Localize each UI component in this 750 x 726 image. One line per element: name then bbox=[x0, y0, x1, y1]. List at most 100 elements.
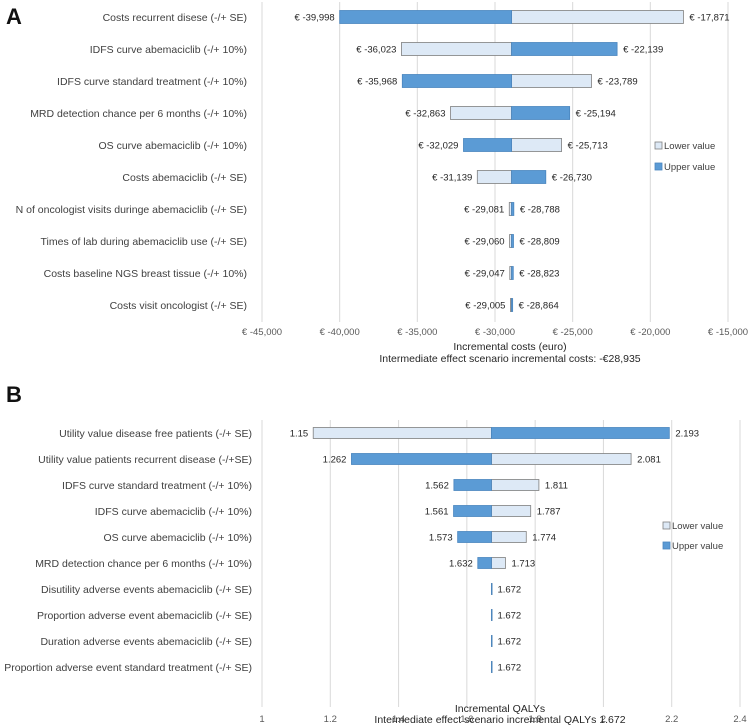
data-label-right: 1.672 bbox=[497, 585, 521, 596]
data-label-left: € -29,047 bbox=[465, 269, 505, 280]
bar-lower-value bbox=[312, 427, 492, 439]
data-label-left: € -29,005 bbox=[465, 301, 505, 312]
category-label: MRD detection chance per 6 months (-/+ 1… bbox=[30, 108, 247, 120]
bar-upper-value bbox=[457, 531, 492, 543]
bar-upper-value bbox=[453, 505, 492, 517]
x-tick-label: € -40,000 bbox=[320, 327, 360, 338]
category-label: Costs abemaciclib (-/+ SE) bbox=[122, 172, 247, 184]
bar-upper-value bbox=[491, 583, 493, 595]
category-label: IDFS curve standard treatment (-/+ 10%) bbox=[57, 76, 247, 88]
data-label-right: 2.081 bbox=[637, 455, 661, 466]
category-label: Proportion adverse event standard treatm… bbox=[4, 662, 252, 674]
category-label: IDFS curve abemaciclib (-/+ 10%) bbox=[95, 506, 252, 518]
data-label-right: € -26,730 bbox=[552, 173, 592, 184]
panel-b: B 1 1.2 1.4 1.6 1.8 2 2.2 2.4 Incremental QALYsIn… bbox=[4, 382, 746, 726]
data-label-right: € -28,823 bbox=[519, 269, 559, 280]
category-label: OS curve abemaciclib (-/+ 10%) bbox=[103, 532, 252, 544]
bar-upper-value bbox=[491, 427, 670, 439]
bar-upper-value bbox=[511, 266, 514, 280]
x-tick-label: 2 bbox=[601, 714, 606, 725]
data-label-left: 1.632 bbox=[449, 559, 473, 570]
category-label: Times of lab during abemaciclib use (-/+… bbox=[41, 236, 248, 248]
bar-upper-value bbox=[351, 453, 492, 465]
category-label: Proportion adverse event abemaciclib (-/… bbox=[37, 610, 252, 622]
bar-upper-value bbox=[511, 106, 571, 120]
bar-upper-value bbox=[491, 635, 493, 647]
bar-upper-value bbox=[401, 74, 512, 88]
category-label: Duration adverse events abemaciclib (-/+… bbox=[40, 636, 252, 648]
data-label-right: € -28,788 bbox=[520, 205, 560, 216]
category-label: Utility value disease free patients (-/+… bbox=[59, 428, 252, 440]
data-label-left: € -36,023 bbox=[356, 45, 396, 56]
bar-lower-value bbox=[491, 557, 506, 569]
data-label-right: € -25,194 bbox=[576, 109, 616, 120]
x-tick-label: 2.2 bbox=[665, 714, 678, 725]
data-label-right: 1.811 bbox=[545, 481, 568, 492]
category-label: Utility value patients recurrent disease… bbox=[38, 454, 252, 466]
bar-lower-value bbox=[511, 138, 562, 152]
panel-letter: B bbox=[6, 382, 22, 407]
x-tick-label: € -35,000 bbox=[397, 327, 437, 338]
data-label-left: 1.573 bbox=[429, 533, 453, 544]
category-label: N of oncologist visits duringe abemacicl… bbox=[16, 204, 247, 216]
bar-upper-value bbox=[511, 202, 515, 216]
bar-upper-value bbox=[491, 661, 493, 673]
panel-letter: A bbox=[6, 4, 22, 29]
legend: Lower value Upper value bbox=[654, 141, 715, 173]
category-label: OS curve abemaciclib (-/+ 10%) bbox=[98, 140, 247, 152]
legend: Lower value Upper value bbox=[662, 521, 723, 552]
x-tick-label: 2.4 bbox=[733, 714, 746, 725]
legend-label-lower: Lower value bbox=[664, 141, 715, 152]
data-label-right: € -22,139 bbox=[623, 45, 663, 56]
bar-lower-value bbox=[491, 531, 527, 543]
bar-lower-value bbox=[511, 74, 592, 88]
bar-lower-value bbox=[491, 453, 632, 465]
bar-upper-value bbox=[339, 10, 512, 24]
x-tick-label: € -25,000 bbox=[553, 327, 593, 338]
legend-label-lower: Lower value bbox=[672, 521, 723, 532]
legend-label-upper: Upper value bbox=[672, 541, 723, 552]
x-tick-label: 1 bbox=[259, 714, 264, 725]
x-axis-label: Incremental costs (euro) bbox=[453, 341, 566, 353]
data-label-right: 2.193 bbox=[675, 429, 699, 440]
data-label-right: 1.672 bbox=[497, 663, 521, 674]
x-tick-label: 1.6 bbox=[460, 714, 473, 725]
bar-lower-value bbox=[476, 170, 512, 184]
bar-upper-value bbox=[511, 42, 618, 56]
x-tick-label: € -45,000 bbox=[242, 327, 282, 338]
bar-lower-value bbox=[450, 106, 512, 120]
data-label-left: 1.262 bbox=[323, 455, 347, 466]
bar-lower-value bbox=[401, 42, 512, 56]
category-label: Costs visit oncologist (-/+ SE) bbox=[110, 300, 247, 312]
bar-upper-value bbox=[511, 170, 547, 184]
x-tick-label: € -20,000 bbox=[630, 327, 670, 338]
legend-swatch-lower bbox=[662, 521, 671, 530]
scenario-note: Intermediate effect scenario incremental… bbox=[379, 353, 640, 365]
x-tick-label: 1.2 bbox=[324, 714, 337, 725]
category-label: MRD detection chance per 6 months (-/+ 1… bbox=[35, 558, 252, 570]
data-label-left: € -35,968 bbox=[357, 77, 397, 88]
data-label-right: 1.672 bbox=[497, 637, 521, 648]
data-label-right: € -17,871 bbox=[689, 13, 729, 24]
data-label-right: € -25,713 bbox=[568, 141, 608, 152]
bar-lower-value bbox=[491, 505, 532, 517]
bar-upper-value bbox=[511, 234, 514, 248]
category-label: IDFS curve standard treatment (-/+ 10%) bbox=[62, 480, 252, 492]
legend-label-upper: Upper value bbox=[664, 162, 715, 173]
data-label-right: € -28,809 bbox=[520, 237, 560, 248]
data-label-left: € -29,081 bbox=[464, 205, 504, 216]
bar-upper-value bbox=[463, 138, 512, 152]
bar-upper-value bbox=[477, 557, 492, 569]
bar-upper-value bbox=[491, 609, 493, 621]
x-tick-label: 1.8 bbox=[529, 714, 542, 725]
category-label: Costs baseline NGS breast tissue (-/+ 10… bbox=[44, 268, 247, 280]
panel-a: A € -45,000 € -40,000 € -35,000 € -30,000 € -… bbox=[6, 2, 748, 365]
data-label-left: € -31,139 bbox=[432, 173, 472, 184]
bar-upper-value bbox=[511, 298, 514, 312]
legend-swatch-upper bbox=[662, 541, 671, 550]
category-label: IDFS curve abemaciclib (-/+ 10%) bbox=[90, 44, 247, 56]
data-label-left: € -39,998 bbox=[295, 13, 335, 24]
x-axis-label: Incremental QALYs bbox=[455, 703, 545, 715]
legend-swatch-upper bbox=[654, 162, 663, 171]
